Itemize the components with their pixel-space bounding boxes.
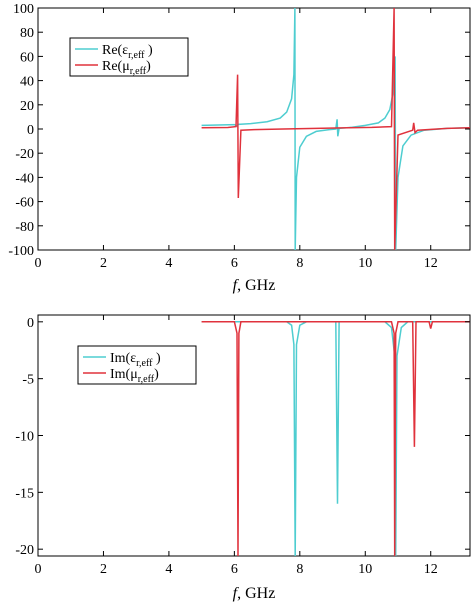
chart-real-part: 0 2 4 6 8 10 12 100 80 60 40 20 0 -20 -40 -60 -80 -100 f,… <box>8 2 471 294</box>
legend-top: Re(εr,eff )Re(μr,eff) <box>69 37 189 77</box>
x-tick-label: 0 <box>35 562 42 577</box>
legend-entry: Re(εr,eff ) <box>102 43 153 61</box>
y-tick-label: 0 <box>27 123 34 138</box>
legend-box <box>77 345 197 385</box>
x-tick-label: 2 <box>100 562 107 577</box>
y-tick-label: -20 <box>15 147 34 162</box>
y-tick-label: 0 <box>27 316 34 331</box>
y-tick-label: -10 <box>15 430 34 445</box>
series-group-bottom <box>201 321 470 557</box>
x-axis-label-bottom: f, GHz <box>233 585 276 602</box>
x-tick-label: 0 <box>35 256 42 271</box>
legend-box <box>69 37 189 77</box>
x-tick-label: 4 <box>165 256 172 271</box>
y-tick-label: 20 <box>20 99 34 114</box>
series-line-2 <box>201 321 470 557</box>
x-tick-label: 12 <box>424 256 438 271</box>
x-tick-label: 2 <box>100 256 107 271</box>
x-axis-label-top: f, GHz <box>233 277 276 294</box>
ticks-group-top: 0 2 4 6 8 10 12 100 80 60 40 20 0 -20 -40 -60 -80 -100 <box>8 2 470 271</box>
x-tick-label: 6 <box>231 256 238 271</box>
y-tick-label: 100 <box>13 2 34 17</box>
y-tick-label: -100 <box>8 244 34 259</box>
y-tick-label: -60 <box>15 196 34 211</box>
series-group-top <box>201 7 471 251</box>
series-line-2 <box>201 7 471 251</box>
x-tick-label: 6 <box>231 562 238 577</box>
x-tick-label: 12 <box>424 562 438 577</box>
x-tick-label: 8 <box>296 256 303 271</box>
series-line-1 <box>201 7 471 251</box>
y-tick-label: 80 <box>20 26 34 41</box>
y-tick-label: -20 <box>15 543 34 558</box>
x-tick-label: 8 <box>296 562 303 577</box>
x-tick-label: 4 <box>165 562 172 577</box>
legend-bottom: Im(εr,eff )Im(μr,eff) <box>77 345 197 385</box>
y-tick-label: -5 <box>22 373 34 388</box>
legend-entry: Re(μr,eff) <box>102 59 151 77</box>
ticks-group-bottom: 0 2 4 6 8 10 12 0 -5 -10 -15 -20 <box>15 315 470 577</box>
chart-imag-part: 0 2 4 6 8 10 12 0 -5 -10 -15 -20 f, GHz Im(εr,eff )… <box>15 314 471 602</box>
y-tick-label: 60 <box>20 50 34 65</box>
legend-entry: Im(εr,eff ) <box>110 351 161 369</box>
series-line-1 <box>201 321 470 557</box>
legend-entry: Im(μr,eff) <box>110 367 159 385</box>
y-tick-label: -15 <box>15 486 34 501</box>
y-tick-label: 40 <box>20 75 34 90</box>
x-tick-label: 10 <box>358 256 372 271</box>
y-tick-label: -40 <box>15 171 34 186</box>
y-tick-label: -80 <box>15 220 34 235</box>
x-tick-label: 10 <box>358 562 372 577</box>
